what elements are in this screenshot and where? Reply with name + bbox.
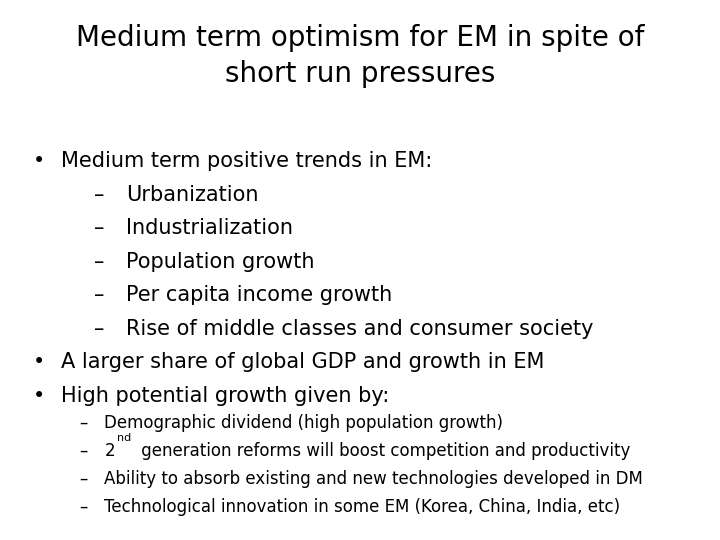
Text: –: – (94, 285, 104, 305)
Text: –: – (79, 414, 88, 431)
Text: Urbanization: Urbanization (126, 185, 258, 205)
Text: Demographic dividend (high population growth): Demographic dividend (high population gr… (104, 414, 503, 431)
Text: –: – (79, 470, 88, 488)
Text: Rise of middle classes and consumer society: Rise of middle classes and consumer soci… (126, 319, 593, 339)
Text: –: – (79, 442, 88, 460)
Text: Medium term optimism for EM in spite of
short run pressures: Medium term optimism for EM in spite of … (76, 24, 644, 88)
Text: Medium term positive trends in EM:: Medium term positive trends in EM: (61, 151, 433, 171)
Text: Population growth: Population growth (126, 252, 315, 272)
Text: •: • (32, 151, 45, 171)
Text: generation reforms will boost competition and productivity: generation reforms will boost competitio… (136, 442, 631, 460)
Text: •: • (32, 386, 45, 406)
Text: 2: 2 (104, 442, 115, 460)
Text: Industrialization: Industrialization (126, 218, 293, 238)
Text: –: – (79, 498, 88, 516)
Text: Per capita income growth: Per capita income growth (126, 285, 392, 305)
Text: –: – (94, 185, 104, 205)
Text: –: – (94, 319, 104, 339)
Text: A larger share of global GDP and growth in EM: A larger share of global GDP and growth … (61, 352, 544, 372)
Text: •: • (32, 352, 45, 372)
Text: Ability to absorb existing and new technologies developed in DM: Ability to absorb existing and new techn… (104, 470, 643, 488)
Text: nd: nd (117, 433, 132, 443)
Text: Technological innovation in some EM (Korea, China, India, etc): Technological innovation in some EM (Kor… (104, 498, 621, 516)
Text: –: – (94, 252, 104, 272)
Text: High potential growth given by:: High potential growth given by: (61, 386, 390, 406)
Text: –: – (94, 218, 104, 238)
